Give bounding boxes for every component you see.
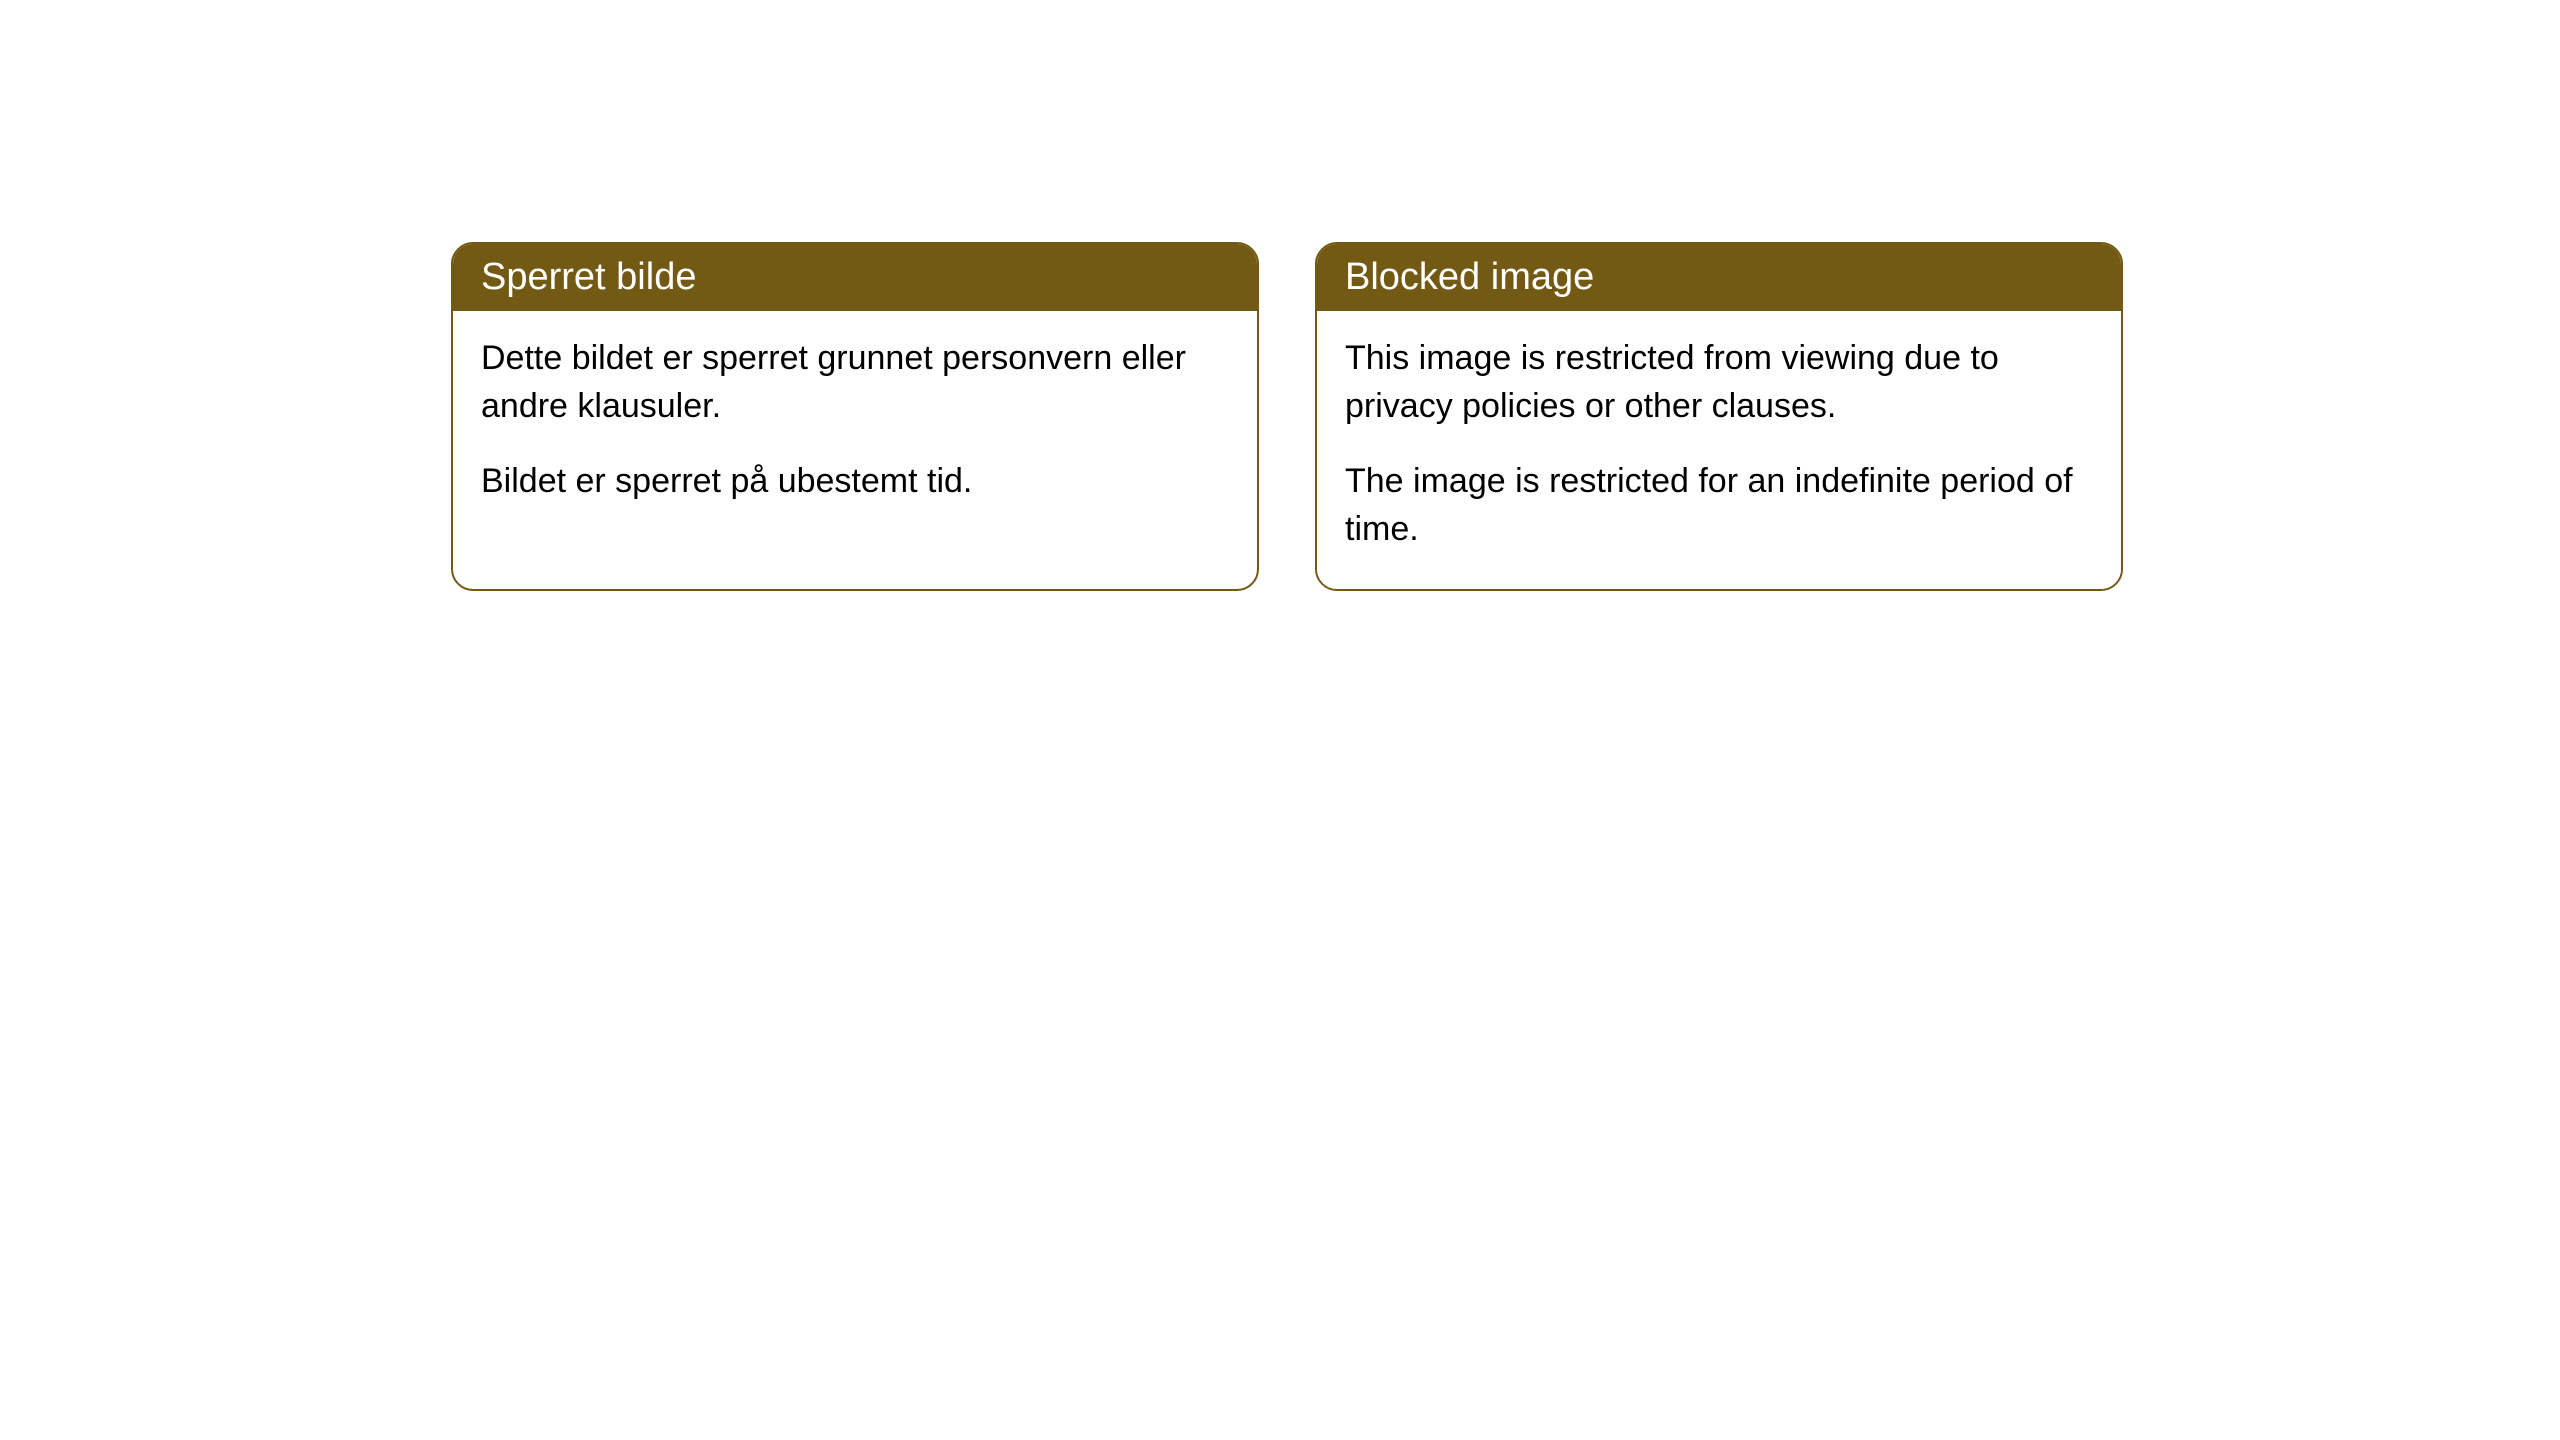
card-body: This image is restricted from viewing du… xyxy=(1317,311,2121,589)
card-title: Blocked image xyxy=(1345,256,1594,298)
card-body: Dette bildet er sperret grunnet personve… xyxy=(453,311,1257,542)
notice-cards-container: Sperret bilde Dette bildet er sperret gr… xyxy=(0,0,2560,591)
card-paragraph: The image is restricted for an indefinit… xyxy=(1345,458,2093,553)
card-header: Sperret bilde xyxy=(453,244,1257,311)
card-paragraph: Dette bildet er sperret grunnet personve… xyxy=(481,335,1229,430)
card-title: Sperret bilde xyxy=(481,256,696,298)
card-paragraph: Bildet er sperret på ubestemt tid. xyxy=(481,458,1229,506)
card-paragraph: This image is restricted from viewing du… xyxy=(1345,335,2093,430)
card-header: Blocked image xyxy=(1317,244,2121,311)
blocked-image-card-english: Blocked image This image is restricted f… xyxy=(1315,242,2123,591)
blocked-image-card-norwegian: Sperret bilde Dette bildet er sperret gr… xyxy=(451,242,1259,591)
